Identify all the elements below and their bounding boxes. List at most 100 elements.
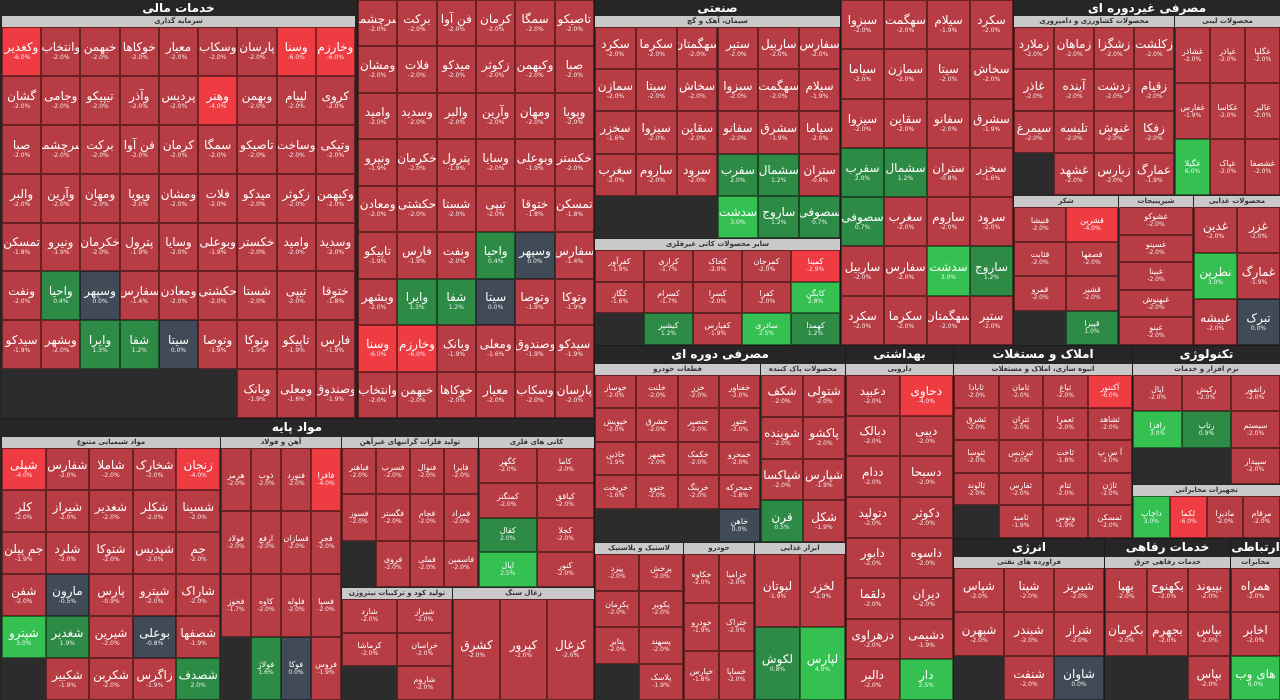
stock-tile[interactable]: شستا -2.0% bbox=[436, 185, 476, 233]
stock-tile[interactable]: شبندر -2.0% bbox=[1004, 612, 1054, 656]
stock-tile[interactable]: ونیرو -1.9% bbox=[41, 222, 81, 272]
stock-tile[interactable]: وصندوق -1.9% bbox=[515, 325, 555, 372]
stock-tile[interactable]: پرخش -2.0% bbox=[639, 554, 683, 591]
stock-tile[interactable]: زنجان -4.0% bbox=[176, 448, 220, 490]
stock-tile[interactable]: کهمدا 1.2% bbox=[791, 313, 840, 345]
stock-tile[interactable]: ومعلی -1.6% bbox=[476, 325, 516, 372]
stock-tile[interactable]: سقاین -2.0% bbox=[676, 111, 718, 154]
stock-tile[interactable]: برکت -2.0% bbox=[80, 124, 120, 174]
stock-tile[interactable]: سهگمت -2.0% bbox=[758, 69, 800, 112]
stock-tile[interactable]: سمگا -2.0% bbox=[198, 124, 238, 174]
stock-tile[interactable]: کاوه -2.0% bbox=[251, 574, 281, 637]
stock-tile[interactable]: خلنت -2.0% bbox=[636, 375, 678, 409]
stock-tile[interactable]: دابور -2.0% bbox=[846, 537, 900, 579]
stock-tile[interactable]: زکوثر -2.0% bbox=[276, 173, 316, 223]
stock-tile[interactable]: سیدکو -1.9% bbox=[2, 320, 42, 370]
stock-tile[interactable]: پکویر -2.0% bbox=[639, 590, 683, 627]
stock-tile[interactable]: شاراک -2.0% bbox=[176, 574, 220, 616]
stock-tile[interactable]: دلقما -2.0% bbox=[846, 578, 900, 619]
stock-tile[interactable]: رکیش -2.0% bbox=[1182, 375, 1231, 412]
stock-tile[interactable]: شبریز -2.0% bbox=[1054, 568, 1104, 612]
stock-tile[interactable]: زبارس -2.0% bbox=[1094, 153, 1134, 195]
stock-tile[interactable]: سخاش -2.0% bbox=[676, 69, 718, 112]
stock-tile[interactable]: سفارس -1.4% bbox=[554, 232, 594, 279]
stock-tile[interactable]: سیدکو -1.9% bbox=[554, 325, 594, 372]
stock-tile[interactable]: دزهراوی -2.0% bbox=[846, 618, 900, 660]
stock-tile[interactable]: وانتخاب -2.0% bbox=[41, 27, 81, 76]
stock-tile[interactable]: وخارزم -6.0% bbox=[315, 27, 355, 76]
stock-tile[interactable]: سرچشمه-2.0% bbox=[358, 0, 398, 47]
stock-tile[interactable]: غفارس -1.9% bbox=[1175, 83, 1210, 139]
stock-tile[interactable]: فسازان -2.0% bbox=[281, 511, 311, 574]
stock-tile[interactable]: شپاس -2.0% bbox=[954, 568, 1004, 612]
stock-tile[interactable]: بکهنوج -2.0% bbox=[1146, 568, 1189, 612]
stock-tile[interactable]: شکربن -2.0% bbox=[89, 658, 133, 700]
stock-tile[interactable]: فایرا -2.0% bbox=[444, 448, 478, 495]
stock-tile[interactable]: وسپهر 0.0% bbox=[80, 271, 120, 321]
stock-tile[interactable]: سمازن -2.0% bbox=[595, 69, 636, 112]
stock-tile[interactable]: خپارس -1.8% bbox=[684, 651, 719, 700]
stock-tile[interactable]: سمازن -2.0% bbox=[884, 49, 927, 99]
stock-tile[interactable]: بوعلی -0.8% bbox=[132, 616, 177, 658]
stock-tile[interactable]: وبوعلی -1.9% bbox=[515, 139, 555, 186]
stock-tile[interactable]: فجر -2.0% bbox=[311, 511, 341, 574]
stock-tile[interactable]: وجامی -2.0% bbox=[41, 75, 81, 125]
stock-tile[interactable]: مارون -0.5% bbox=[45, 574, 90, 616]
stock-tile[interactable]: صبا -2.0% bbox=[2, 124, 42, 174]
stock-tile[interactable]: سکرد -2.0% bbox=[841, 295, 884, 345]
stock-tile[interactable]: وآرین -2.0% bbox=[41, 173, 81, 223]
stock-tile[interactable]: واحیا 0.4% bbox=[41, 271, 81, 321]
stock-tile[interactable]: سقاین -2.0% bbox=[884, 98, 927, 148]
stock-tile[interactable]: قشیر -2.0% bbox=[1066, 276, 1118, 311]
stock-tile[interactable]: خبهمن -2.0% bbox=[80, 27, 120, 76]
stock-tile[interactable]: داچاپ 3.0% bbox=[1133, 496, 1170, 538]
stock-tile[interactable]: سفارس -1.4% bbox=[119, 271, 159, 321]
stock-tile[interactable]: قثابت -2.0% bbox=[1014, 241, 1066, 276]
stock-tile[interactable]: ختوو -2.0% bbox=[636, 475, 678, 509]
stock-tile[interactable]: فولاژ 1.6% bbox=[251, 637, 281, 700]
stock-tile[interactable]: سیمرغ -2.0% bbox=[1014, 111, 1054, 153]
stock-tile[interactable]: زقیام -2.0% bbox=[1134, 69, 1174, 111]
stock-tile[interactable]: شغدیر -2.0% bbox=[89, 490, 133, 532]
stock-tile[interactable]: جم پیلن -1.9% bbox=[2, 532, 46, 574]
stock-tile[interactable]: زفکا -2.0% bbox=[1134, 111, 1174, 153]
stock-tile[interactable]: وسدید -2.0% bbox=[315, 222, 355, 272]
stock-tile[interactable]: شکف -2.0% bbox=[761, 375, 803, 417]
stock-tile[interactable]: کمرجان -2.0% bbox=[742, 250, 791, 282]
stock-tile[interactable]: شستا -2.0% bbox=[237, 271, 277, 321]
stock-tile[interactable]: تیپی -2.0% bbox=[476, 185, 516, 233]
stock-tile[interactable]: سدشت 3.0% bbox=[927, 246, 970, 296]
stock-tile[interactable]: شتوکا -2.0% bbox=[89, 532, 133, 574]
stock-tile[interactable]: بپیوند -2.0% bbox=[1188, 568, 1230, 612]
stock-tile[interactable]: لپارس 4.0% bbox=[800, 627, 845, 700]
stock-tile[interactable]: ساربیل -2.0% bbox=[758, 27, 800, 70]
stock-tile[interactable]: خکستر -2.0% bbox=[554, 139, 594, 186]
stock-tile[interactable]: بهپا -2.0% bbox=[1105, 568, 1147, 612]
stock-tile[interactable]: فارس -1.9% bbox=[397, 232, 437, 279]
stock-tile[interactable]: شوینده -2.0% bbox=[761, 416, 803, 459]
stock-tile[interactable]: کسرام -1.7% bbox=[644, 281, 693, 314]
stock-tile[interactable]: فسرب -2.0% bbox=[376, 448, 410, 495]
stock-tile[interactable]: صبا -2.0% bbox=[554, 46, 594, 93]
stock-tile[interactable]: کیشیر 1.2% bbox=[644, 313, 693, 345]
stock-tile[interactable]: شسینا -2.0% bbox=[176, 490, 220, 532]
stock-tile[interactable]: تاپیکو -1.9% bbox=[358, 232, 398, 279]
stock-tile[interactable]: ثباغ -2.0% bbox=[1043, 375, 1088, 408]
stock-tile[interactable]: وتیکی -2.0% bbox=[315, 124, 355, 174]
stock-tile[interactable]: کجلا -2.0% bbox=[536, 517, 594, 553]
stock-tile[interactable]: کپرور -2.0% bbox=[500, 599, 547, 700]
stock-tile[interactable]: خرینگ -2.0% bbox=[677, 475, 719, 509]
stock-tile[interactable]: غبیشه -2.0% bbox=[1194, 299, 1237, 345]
stock-tile[interactable]: سفانو -2.0% bbox=[717, 111, 759, 154]
stock-tile[interactable]: سخزر -1.6% bbox=[970, 147, 1013, 198]
stock-tile[interactable]: سیستم -2.0% bbox=[1231, 411, 1280, 448]
stock-tile[interactable]: کرمان -2.0% bbox=[476, 0, 516, 47]
stock-tile[interactable]: مرقام -2.0% bbox=[1243, 496, 1280, 538]
stock-tile[interactable]: وکغدیر -6.0% bbox=[2, 27, 42, 76]
stock-tile[interactable]: خمحرکه -1.8% bbox=[718, 475, 760, 509]
stock-tile[interactable]: ددام -2.0% bbox=[846, 456, 900, 497]
stock-tile[interactable]: غینو -2.0% bbox=[1119, 317, 1193, 345]
stock-tile[interactable]: ثابادا -2.0% bbox=[954, 375, 999, 408]
stock-tile[interactable]: دیران -2.0% bbox=[899, 578, 953, 619]
stock-tile[interactable]: آکنتور -6.0% bbox=[1087, 375, 1132, 408]
